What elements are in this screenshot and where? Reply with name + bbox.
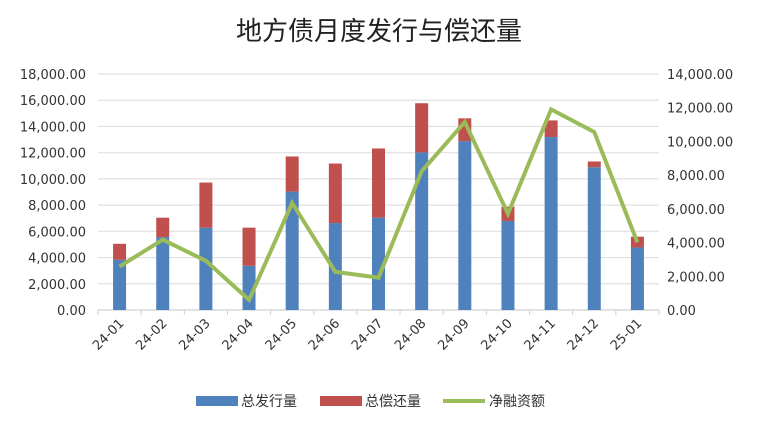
x-tick-label: 24-02 [133,316,170,353]
x-tick-label: 24-07 [349,316,386,353]
bar-repayment [329,164,342,224]
x-tick-label: 24-11 [522,316,559,353]
bar-repayment [588,161,601,167]
bar-repayment [415,103,428,152]
x-tick-label: 24-12 [565,316,602,353]
x-tick-label: 24-08 [392,316,429,353]
y-left-tick-label: 4,000.00 [28,252,86,267]
legend-label-issuance: 总发行量 [241,394,297,410]
y-left-tick-label: 16,000.00 [20,94,86,109]
x-tick-label: 24-04 [220,316,257,353]
x-tick-label: 24-03 [176,316,213,353]
y-left-tick-label: 2,000.00 [28,278,86,293]
x-tick-label: 24-09 [435,316,472,353]
bar-issuance [199,228,212,310]
bar-issuance [156,237,169,310]
y-right-tick-label: 4,000.00 [667,237,725,252]
y-right-tick-label: 2,000.00 [667,270,725,285]
legend-label-net-financing: 净融资额 [489,394,545,410]
bar-repayment [199,183,212,228]
legend-swatch-issuance [196,396,238,406]
bar-issuance [545,137,558,310]
bar-repayment [286,156,299,191]
x-tick-label: 25-01 [608,316,645,353]
y-left-tick-label: 18,000.00 [20,68,86,83]
y-left-tick-label: 10,000.00 [20,173,86,188]
y-right-tick-label: 0.00 [667,304,696,319]
x-tick-label: 24-06 [306,316,343,353]
bar-issuance [631,247,644,310]
y-right-tick-label: 8,000.00 [667,169,725,184]
y-right-tick-label: 12,000.00 [667,102,733,117]
y-right-tick-label: 10,000.00 [667,135,733,150]
x-tick-label: 24-01 [90,316,127,353]
bar-repayment [243,228,256,266]
x-tick-label: 24-05 [263,316,300,353]
y-left-tick-label: 6,000.00 [28,225,86,240]
x-tick-label: 24-10 [478,316,515,353]
y-left-tick-label: 0.00 [57,304,86,319]
bar-repayment [156,218,169,237]
bar-issuance [588,167,601,310]
y-left-tick-label: 14,000.00 [20,120,86,135]
chart-title: 地方债月度发行与偿还量 [236,17,522,47]
legend-swatch-repayment [320,396,362,406]
bar-issuance [501,221,514,310]
y-right-tick-label: 6,000.00 [667,203,725,218]
bar-issuance [458,141,471,310]
legend-label-repayment: 总偿还量 [365,394,421,410]
y-right-tick-label: 14,000.00 [667,68,733,83]
bar-repayment [113,244,126,260]
y-left-tick-label: 8,000.00 [28,199,86,214]
y-left-tick-label: 12,000.00 [20,147,86,162]
bar-repayment [372,148,385,217]
bar-issuance [113,260,126,310]
